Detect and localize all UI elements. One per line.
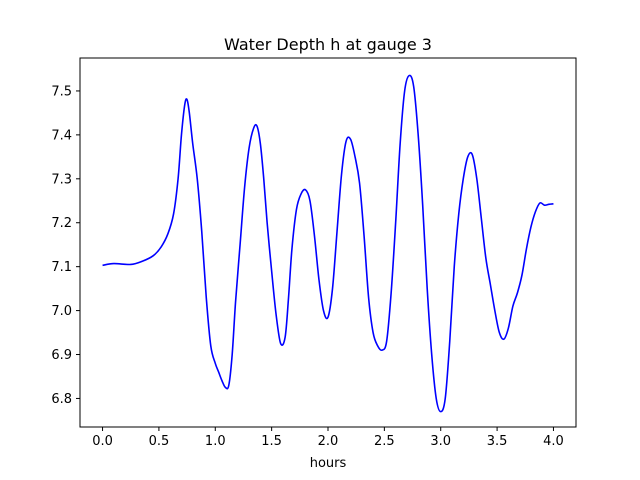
x-tick-label: 3.0 xyxy=(430,434,451,449)
x-tick-label: 0.0 xyxy=(92,434,113,449)
y-tick-label: 7.0 xyxy=(51,304,72,319)
x-axis-label: hours xyxy=(310,456,347,471)
y-tick-label: 7.4 xyxy=(51,128,72,143)
chart-title: Water Depth h at gauge 3 xyxy=(224,35,432,54)
x-tick-label: 3.5 xyxy=(487,434,508,449)
y-tick-label: 7.3 xyxy=(51,172,72,187)
series-layer xyxy=(102,74,554,413)
series-line xyxy=(102,74,554,413)
y-tick-label: 7.5 xyxy=(51,84,72,99)
x-tick-label: 2.0 xyxy=(318,434,339,449)
x-tick-label: 0.5 xyxy=(149,434,170,449)
y-tick-label: 6.8 xyxy=(51,392,72,407)
x-tick-label: 4.0 xyxy=(543,434,564,449)
y-tick-label: 7.1 xyxy=(51,260,72,275)
x-axis: 0.0 0.5 1.0 1.5 2.0 2.5 3.0 3.5 4.0 xyxy=(92,427,564,449)
x-tick-label: 1.0 xyxy=(205,434,226,449)
x-tick-label: 1.5 xyxy=(261,434,282,449)
y-tick-label: 7.2 xyxy=(51,216,72,231)
x-tick-label: 2.5 xyxy=(374,434,395,449)
y-axis: 6.8 6.9 7.0 7.1 7.2 7.3 7.4 7.5 xyxy=(51,84,80,407)
y-tick-label: 6.9 xyxy=(51,348,72,363)
